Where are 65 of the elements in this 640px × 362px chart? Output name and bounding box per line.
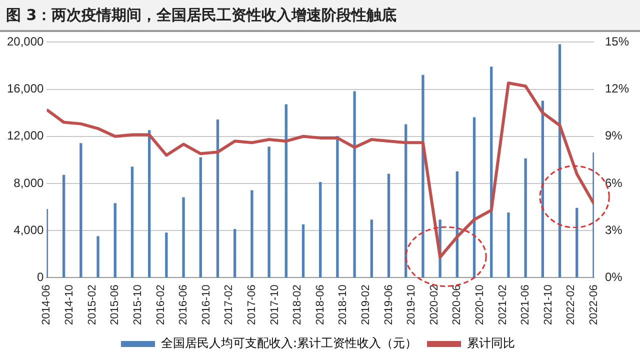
bar [387, 174, 390, 278]
y-tick-label: 20,000 [7, 34, 44, 49]
x-tick-label: 2022-02 [565, 284, 578, 326]
x-tick-label: 2015-02 [86, 284, 98, 326]
x-tick-label: 2018-02 [292, 284, 304, 326]
y2-tick-label: 3% [604, 222, 623, 237]
x-tick-label: 2017-10 [268, 284, 281, 326]
x-tick-label: 2017-02 [223, 284, 236, 326]
x-tick-label: 2020-02 [428, 284, 440, 326]
x-tick-label: 2020-10 [474, 284, 486, 326]
bar [576, 208, 578, 278]
bar [472, 117, 476, 278]
bar [524, 158, 527, 278]
bar [182, 197, 185, 278]
x-tick-label: 2021-06 [520, 284, 532, 326]
bar [336, 136, 339, 278]
x-tick-label: 2015-10 [132, 284, 144, 326]
y-tick-label: 12,000 [7, 128, 44, 143]
x-tick-label: 2021-10 [542, 284, 554, 326]
bar [284, 104, 288, 278]
bar [234, 229, 236, 278]
x-tick-label: 2014-06 [40, 284, 53, 326]
y-tick-label: 16,000 [7, 82, 44, 96]
bar [199, 157, 202, 278]
x-tick-label: 2019-06 [382, 284, 395, 326]
bar [558, 44, 562, 278]
y-tick-label: 0 [37, 270, 44, 284]
legend-label: 全国居民人均可支配收入:累计工资性收入（元） [160, 336, 418, 350]
x-tick-label: 2019-02 [360, 284, 372, 326]
x-tick-label: 2021-02 [496, 284, 509, 326]
y-tick-label: 4,000 [14, 222, 44, 237]
bar [353, 91, 356, 278]
x-tick-label: 2018-10 [337, 284, 350, 326]
x-tick-label: 2016-06 [178, 284, 190, 326]
x-tick-label: 2018-06 [314, 284, 326, 326]
bar [130, 166, 134, 278]
x-tick-label: 2020-06 [451, 284, 464, 326]
bar [268, 146, 270, 278]
y2-tick-label: 9% [604, 128, 623, 143]
x-tick-label: 2022-06 [588, 284, 600, 326]
chart-title: 图 3：两次疫情期间，全国居民工资性收入增速阶段性触底 [0, 0, 640, 32]
bar [302, 224, 305, 278]
y2-tick-label: 12% [604, 82, 630, 96]
x-tick-label: 2015-06 [109, 284, 122, 326]
legend-label: 累计同比 [467, 336, 516, 350]
bar [165, 232, 168, 278]
bar [422, 74, 424, 278]
bar [250, 190, 254, 278]
x-tick-label: 2016-02 [154, 284, 167, 326]
bar [96, 236, 100, 278]
bar [80, 143, 82, 278]
x-tick-label: 2017-06 [246, 284, 258, 326]
y2-tick-label: 15% [604, 34, 630, 49]
y-tick-label: 8,000 [14, 176, 44, 190]
y2-tick-label: 0% [604, 270, 623, 284]
bar [114, 203, 116, 278]
bar [62, 174, 66, 278]
x-tick-label: 2016-10 [200, 284, 212, 326]
x-tick-label: 2014-10 [64, 284, 76, 326]
bar [507, 212, 510, 278]
bar [319, 182, 322, 278]
bar [216, 120, 220, 278]
bar [370, 220, 373, 278]
x-tick-label: 2019-10 [406, 284, 418, 326]
bar [148, 130, 151, 278]
